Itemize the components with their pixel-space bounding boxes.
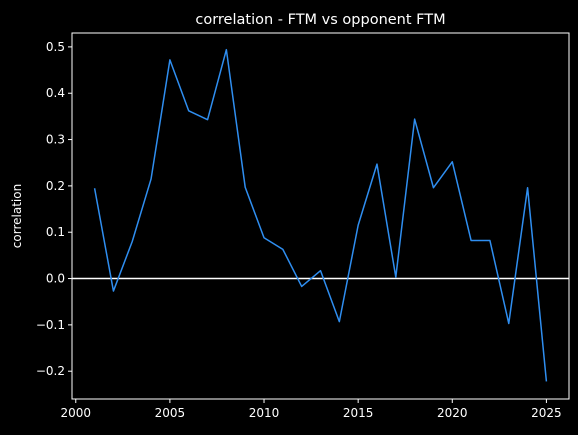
- x-tick-label: 2000: [60, 406, 91, 420]
- x-tick-label: 2020: [437, 406, 468, 420]
- x-tick-label: 2025: [531, 406, 562, 420]
- axes-frame: [71, 32, 570, 400]
- y-tick-label: 0.5: [46, 40, 65, 54]
- y-axis-title: correlation: [10, 184, 24, 248]
- x-tick-label: 2010: [249, 406, 280, 420]
- chart-title: correlation - FTM vs opponent FTM: [195, 12, 445, 28]
- series-line: [93, 48, 548, 382]
- y-tick-label: 0.4: [46, 86, 65, 100]
- x-tick-label: 2005: [155, 406, 186, 420]
- y-tick-label: −0.1: [36, 318, 65, 332]
- y-tick-label: 0.1: [46, 225, 65, 239]
- plot-area: 2000 2005 2010 2015 2020 2025 −0.2 −0.1 0.0 0.1 0.…: [36, 32, 570, 420]
- y-tick-label: −0.2: [36, 364, 65, 378]
- y-tick-label: 0.2: [46, 179, 65, 193]
- y-tick-label: 0.0: [46, 272, 65, 286]
- y-tick-label: 0.3: [46, 133, 65, 147]
- x-tick-label: 2015: [343, 406, 374, 420]
